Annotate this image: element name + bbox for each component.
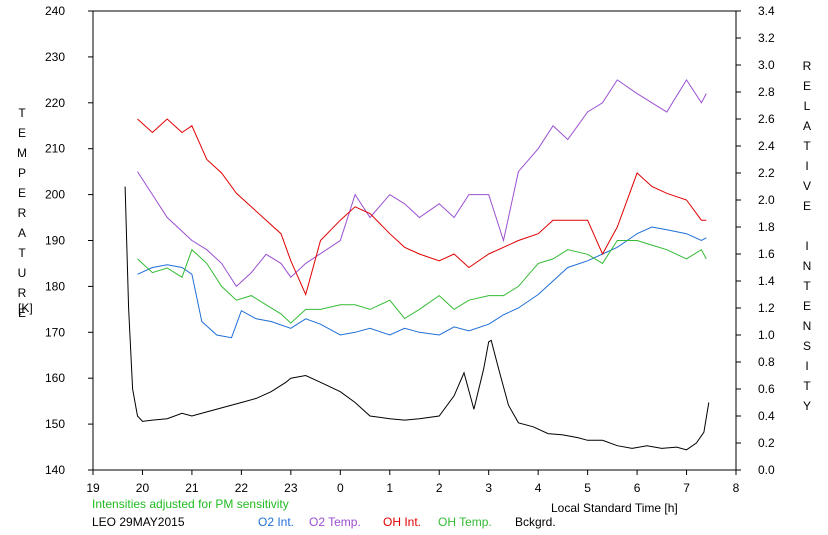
x-tick-label: 0 bbox=[337, 481, 344, 495]
x-tick-label: 23 bbox=[284, 481, 298, 495]
right-axis-title-letter: L bbox=[804, 99, 811, 113]
right-axis-title-letter: I bbox=[805, 159, 808, 173]
left-axis-title-letter: T bbox=[18, 106, 26, 120]
y-right-tick-label: 1.2 bbox=[758, 301, 775, 315]
legend: O2 Int. O2 Temp. OH Int. OH Temp. Bckgrd. bbox=[258, 515, 556, 529]
y-left-tick-label: 220 bbox=[45, 96, 65, 110]
y-right-tick-label: 2.2 bbox=[758, 166, 775, 180]
y-left-tick-label: 150 bbox=[45, 417, 65, 431]
y-right-tick-label: 1.8 bbox=[758, 220, 775, 234]
left-axis-title-letter: U bbox=[18, 266, 27, 280]
legend-entry: O2 Temp. bbox=[309, 515, 361, 529]
left-axis-title-letter: E bbox=[18, 306, 26, 320]
y-left-tick-label: 240 bbox=[45, 4, 65, 18]
y-right-tick-label: 2.8 bbox=[758, 85, 775, 99]
right-axis-title-letter: E bbox=[803, 299, 811, 313]
x-tick-label: 8 bbox=[733, 481, 740, 495]
right-axis-title-letter: T bbox=[803, 139, 811, 153]
x-tick-label: 4 bbox=[535, 481, 542, 495]
legend-entry: Bckgrd. bbox=[515, 515, 556, 529]
y-left-tick-label: 160 bbox=[45, 371, 65, 385]
series-line-o2-temp bbox=[137, 78, 707, 288]
ticks-layer: 19 20 21 22 23 0 1 2 3 4 5 6 7 8140150160170180190200… bbox=[45, 4, 775, 495]
y-left-tick-label: 140 bbox=[45, 463, 65, 477]
y-right-tick-label: 1.0 bbox=[758, 328, 775, 342]
right-axis-title-letter: A bbox=[803, 119, 811, 133]
y-right-tick-label: 3.2 bbox=[758, 31, 775, 45]
station-date-label: LEO 29MAY2015 bbox=[92, 515, 185, 529]
series-layer bbox=[124, 78, 710, 451]
x-tick-label: 21 bbox=[185, 481, 199, 495]
x-tick-label: 5 bbox=[584, 481, 591, 495]
y-left-tick-label: 230 bbox=[45, 50, 65, 64]
legend-entry: OH Int. bbox=[383, 515, 421, 529]
left-axis-title-letter: R bbox=[18, 286, 27, 300]
right-axis-title-letter: T bbox=[803, 279, 811, 293]
x-tick-label: 20 bbox=[136, 481, 150, 495]
pm-sensitivity-note: Intensities adjusted for PM sensitivity bbox=[92, 497, 289, 511]
legend-entry: O2 Int. bbox=[258, 515, 294, 529]
y-right-tick-label: 0.0 bbox=[758, 463, 775, 477]
series-line-oh-int bbox=[137, 118, 707, 296]
x-tick-label: 1 bbox=[386, 481, 393, 495]
y-right-tick-label: 1.4 bbox=[758, 274, 775, 288]
left-axis-title-letter: A bbox=[18, 226, 26, 240]
y-right-tick-label: 2.4 bbox=[758, 139, 775, 153]
right-axis-title-letter: E bbox=[803, 79, 811, 93]
y-right-tick-label: 0.4 bbox=[758, 409, 775, 423]
x-tick-label: 19 bbox=[86, 481, 100, 495]
x-tick-label: 22 bbox=[235, 481, 249, 495]
y-left-tick-label: 190 bbox=[45, 234, 65, 248]
left-axis-title-letter: E bbox=[18, 186, 26, 200]
right-axis-title-letter: Y bbox=[803, 399, 811, 413]
y-right-tick-label: 2.6 bbox=[758, 112, 775, 126]
y-right-tick-label: 3.0 bbox=[758, 58, 775, 72]
series-line-o2-int bbox=[137, 226, 707, 339]
y-left-tick-label: 200 bbox=[45, 188, 65, 202]
x-axis-label: Local Standard Time [h] bbox=[551, 501, 678, 515]
x-tick-label: 2 bbox=[436, 481, 443, 495]
series-line-oh-temp bbox=[137, 240, 707, 324]
y-right-tick-label: 3.4 bbox=[758, 4, 775, 18]
y-right-tick-label: 2.0 bbox=[758, 193, 775, 207]
y-right-tick-label: 0.2 bbox=[758, 436, 775, 450]
right-axis-title-letter: I bbox=[805, 359, 808, 373]
legend-entry: OH Temp. bbox=[438, 515, 492, 529]
x-tick-label: 7 bbox=[683, 481, 690, 495]
left-axis-title-letter: R bbox=[18, 206, 27, 220]
left-axis-unit: [K] bbox=[18, 301, 33, 315]
right-axis-title-letter: R bbox=[803, 59, 812, 73]
right-axis-title-letter: E bbox=[803, 199, 811, 213]
y-left-tick-label: 170 bbox=[45, 325, 65, 339]
y-right-tick-label: 1.6 bbox=[758, 247, 775, 261]
y-right-tick-label: 0.8 bbox=[758, 355, 775, 369]
right-axis-title-letter: I bbox=[805, 239, 808, 253]
right-axis-title-letter: N bbox=[803, 259, 812, 273]
left-axis-title-letter: E bbox=[18, 126, 26, 140]
y-right-tick-label: 0.6 bbox=[758, 382, 775, 396]
right-axis-title-letter: T bbox=[803, 379, 811, 393]
left-axis-title-letter: M bbox=[17, 146, 27, 160]
left-axis-title-letter: P bbox=[18, 166, 26, 180]
right-axis-title-letter: S bbox=[803, 339, 811, 353]
series-line-bckgrd bbox=[124, 186, 710, 451]
x-tick-label: 6 bbox=[634, 481, 641, 495]
right-axis-title-letter: V bbox=[803, 179, 811, 193]
left-axis-title-letter: T bbox=[18, 246, 26, 260]
x-tick-label: 3 bbox=[485, 481, 492, 495]
y-left-tick-label: 210 bbox=[45, 142, 65, 156]
right-axis-title-letter: N bbox=[803, 319, 812, 333]
y-left-tick-label: 180 bbox=[45, 279, 65, 293]
